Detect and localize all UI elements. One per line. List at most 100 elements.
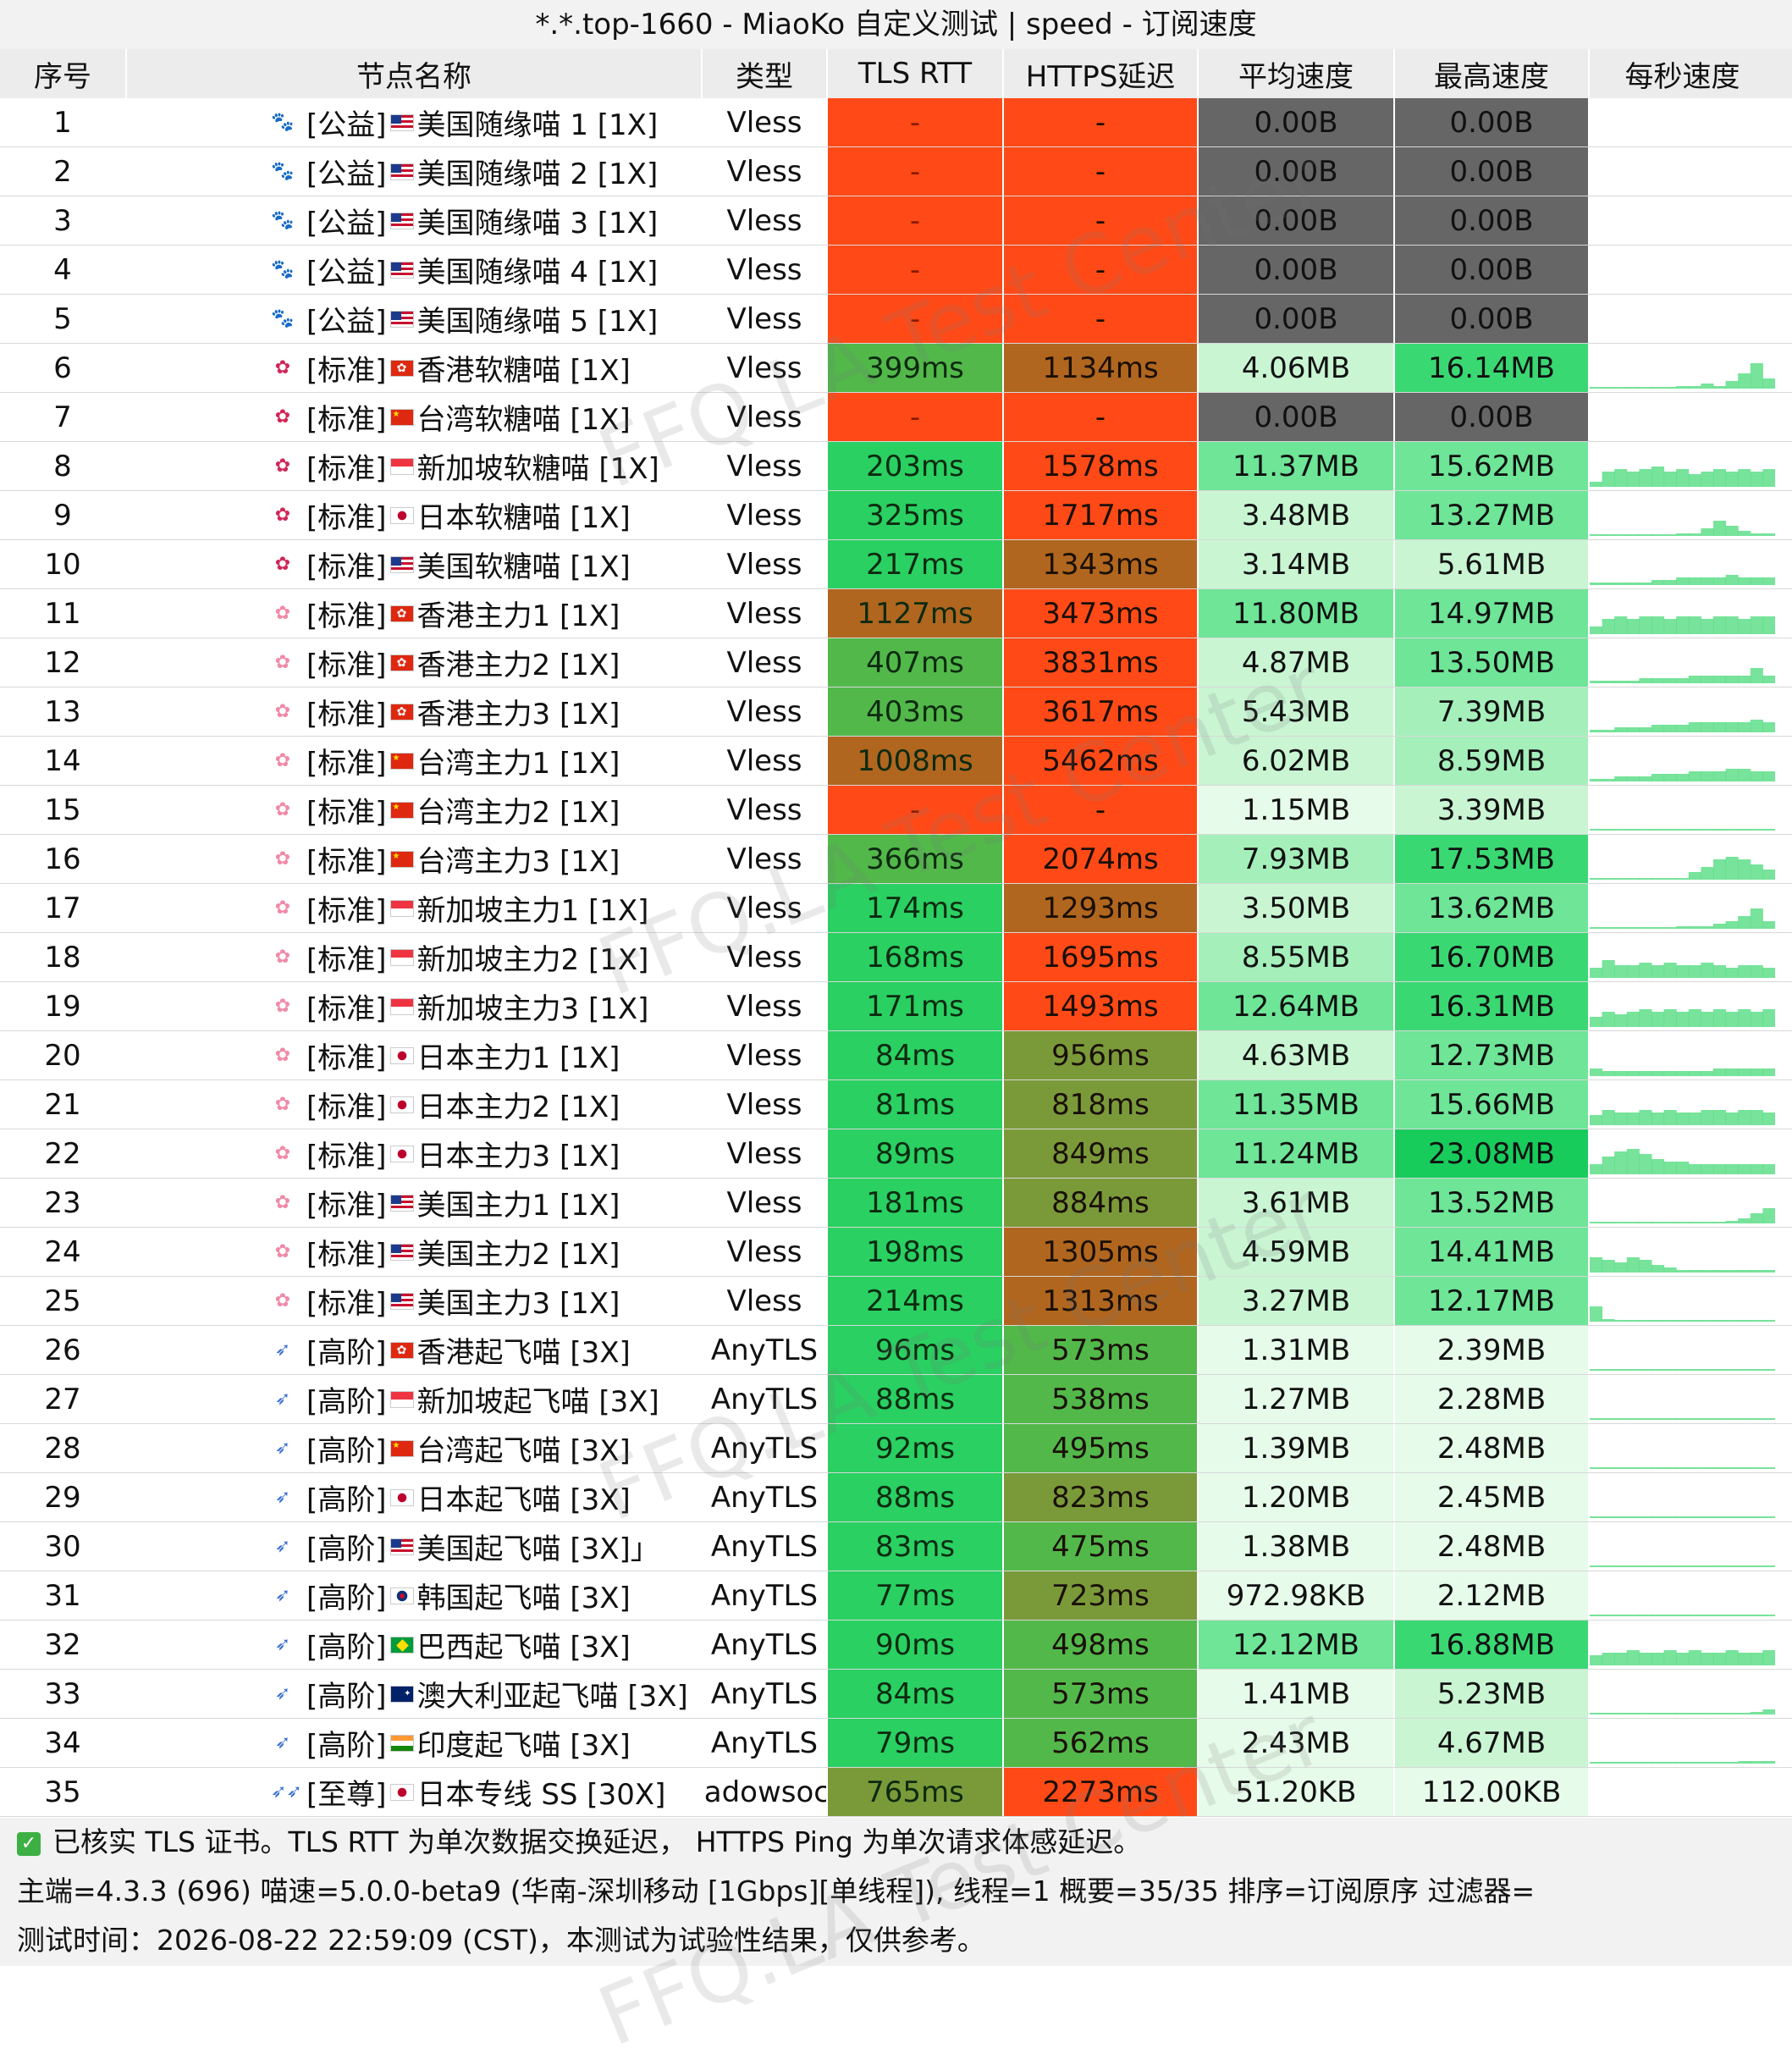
- node-name: ➶ [高阶] 印度起飞喵 [3X]: [127, 1719, 703, 1767]
- spark-bar: [1688, 1113, 1701, 1125]
- tls-rtt: -: [828, 786, 1004, 834]
- table-row[interactable]: 31 ➶ [高阶] 韩国起飞喵 [3X] AnyTLS 77ms 723ms 972.98KB…: [0, 1571, 1792, 1621]
- speed-sparkline: [1590, 540, 1775, 588]
- speed-sparkline: [1590, 393, 1775, 441]
- spark-bar: [1762, 722, 1775, 732]
- spark-bar: [1639, 1418, 1652, 1420]
- table-row[interactable]: 21 ✿ [标准] 日本主力2 [1X] Vless 81ms 818ms 11.35MB 15…: [0, 1080, 1792, 1129]
- table-row[interactable]: 34 ➶ [高阶] 印度起飞喵 [3X] AnyTLS 79ms 562ms 2.43MB 4.…: [0, 1719, 1792, 1768]
- table-row[interactable]: 27 ➶ [高阶] 新加坡起飞喵 [3X] AnyTLS 88ms 538ms 1.27MB 2…: [0, 1375, 1792, 1424]
- spark-bar: [1663, 619, 1677, 634]
- tls-rtt: 214ms: [828, 1277, 1004, 1325]
- spark-bar: [1701, 1071, 1714, 1076]
- spark-bar: [1688, 1713, 1701, 1714]
- table-row[interactable]: 24 ✿ [标准] 美国主力2 [1X] Vless 198ms 1305ms 4.59MB 1…: [0, 1228, 1792, 1277]
- https-delay: -: [1004, 98, 1199, 146]
- header-spark: 每秒速度: [1624, 59, 1740, 94]
- table-row[interactable]: 28 ➶ [高阶] ★ 台湾起飞喵 [3X] AnyTLS 92ms 495ms 1.39MB 2…: [0, 1424, 1792, 1473]
- spark-bar: [1651, 1265, 1665, 1273]
- spark-bar: [1651, 467, 1665, 487]
- row-index: 33: [0, 1670, 127, 1718]
- table-row[interactable]: 15 ✿ [标准] ★ 台湾主力2 [1X] Vless - -1.15MB 3.39MB: [0, 786, 1792, 835]
- table-row[interactable]: 9 ✿ [标准] 日本软糖喵 [1X] Vless 325ms 1717ms 3.48MB 13…: [0, 491, 1792, 540]
- https-delay: 1313ms: [1004, 1277, 1199, 1325]
- node-label: 美国随缘喵 2 [1X]: [416, 157, 659, 191]
- spark-bar: [1614, 1516, 1628, 1518]
- table-row[interactable]: 32 ➶ [高阶] 巴西起飞喵 [3X] AnyTLS 90ms 498ms 12.12MB 1…: [0, 1621, 1792, 1670]
- flag-sg-icon: [389, 457, 414, 475]
- spark-bar: [1614, 927, 1628, 929]
- node-tier: [标准]: [306, 452, 387, 486]
- spark-bar: [1651, 616, 1665, 634]
- tls-rtt: 77ms: [828, 1571, 1004, 1620]
- https-delay: 1343ms: [1004, 540, 1199, 588]
- row-index: 34: [0, 1719, 127, 1767]
- spark-bar: [1663, 1162, 1677, 1174]
- spark-bar: [1701, 1615, 1714, 1616]
- table-row[interactable]: 20 ✿ [标准] 日本主力1 [1X] Vless 84ms 956ms 4.63MB 12.…: [0, 1031, 1792, 1080]
- table-row[interactable]: 10 ✿ [标准] 美国软糖喵 [1X] Vless 217ms 1343ms 3.14MB 5…: [0, 540, 1792, 589]
- spark-bar: [1602, 1319, 1615, 1322]
- table-row[interactable]: 11 ✿ [标准] ✿ 香港主力1 [1X] Vless 1127ms 3473ms 11.80…: [0, 589, 1792, 638]
- spark-bar: [1590, 482, 1603, 487]
- table-row[interactable]: 16 ✿ [标准] ★ 台湾主力3 [1X] Vless 366ms 2074ms 7.93MB…: [0, 835, 1792, 884]
- spark-bar: [1688, 577, 1701, 585]
- spark-bar: [1651, 1113, 1665, 1125]
- flag-cn-icon: ★: [389, 408, 414, 426]
- node-type: AnyTLS: [703, 1473, 828, 1521]
- tls-rtt: 89ms: [828, 1129, 1004, 1178]
- spark-bar: [1663, 829, 1677, 831]
- tls-rtt: -: [828, 98, 1004, 146]
- table-row[interactable]: 18 ✿ [标准] 新加坡主力2 [1X] Vless 168ms 1695ms 8.55MB…: [0, 933, 1792, 982]
- table-row[interactable]: 5 🐾 [公益] 美国随缘喵 5 [1X] Vless - -0.00B 0.00B: [0, 295, 1792, 344]
- table-row[interactable]: 6 ✿ [标准] ✿ 香港软糖喵 [1X] Vless 399ms 1134ms 4.06MB 1…: [0, 344, 1792, 393]
- table-row[interactable]: 33 ➶ [高阶] ✦ 澳大利亚起飞喵 [3X] AnyTLS 84ms 573ms 1.41M…: [0, 1670, 1792, 1719]
- row-index: 11: [0, 589, 127, 638]
- spark-bar: [1651, 1418, 1665, 1420]
- table-row[interactable]: 22 ✿ [标准] 日本主力3 [1X] Vless 89ms 849ms 11.24MB 23…: [0, 1129, 1792, 1179]
- avg-speed: 11.35MB: [1199, 1080, 1395, 1129]
- https-delay: 538ms: [1004, 1375, 1199, 1423]
- table-row[interactable]: 2 🐾 [公益] 美国随缘喵 2 [1X] Vless - -0.00B 0.00B: [0, 147, 1792, 196]
- table-row[interactable]: 7 ✿ [标准] ★ 台湾软糖喵 [1X] Vless - -0.00B 0.00B: [0, 393, 1792, 442]
- spark-bar: [1614, 1262, 1628, 1273]
- table-row[interactable]: 19 ✿ [标准] 新加坡主力3 [1X] Vless 171ms 1493ms 12.64M…: [0, 982, 1792, 1031]
- node-tier: [高阶]: [306, 1483, 387, 1517]
- spark-bar: [1750, 1320, 1763, 1322]
- table-row[interactable]: 13 ✿ [标准] ✿ 香港主力3 [1X] Vless 403ms 3617ms 5.43MB…: [0, 687, 1792, 737]
- tls-rtt: 403ms: [828, 687, 1004, 736]
- table-row[interactable]: 29 ➶ [高阶] 日本起飞喵 [3X] AnyTLS 88ms 823ms 1.20MB 2.…: [0, 1473, 1792, 1522]
- table-row[interactable]: 35 ➶➶[至尊] 日本专线 SS [30X] Shadowsocks765ms227…: [0, 1768, 1792, 1817]
- spark-bar: [1713, 1369, 1727, 1371]
- speed-sparkline: [1590, 687, 1775, 736]
- table-row[interactable]: 3 🐾 [公益] 美国随缘喵 3 [1X] Vless - -0.00B 0.00B: [0, 196, 1792, 246]
- spark-bar: [1602, 472, 1615, 487]
- spark-bar: [1639, 1713, 1652, 1714]
- spark-bar: [1590, 1418, 1603, 1420]
- avg-speed: 0.00B: [1199, 393, 1395, 441]
- flag-us-icon: [389, 310, 414, 328]
- spark-bar: [1738, 373, 1751, 389]
- table-row[interactable]: 14 ✿ [标准] ★ 台湾主力1 [1X] Vless 1008ms 5462ms 6.02M…: [0, 737, 1792, 786]
- table-row[interactable]: 4 🐾 [公益] 美国随缘喵 4 [1X] Vless - -0.00B 0.00B: [0, 246, 1792, 295]
- spark-bar: [1725, 616, 1739, 634]
- row-index: 9: [0, 491, 127, 539]
- table-row[interactable]: 12 ✿ [标准] ✿ 香港主力2 [1X] Vless 407ms 3831ms 4.87MB…: [0, 638, 1792, 687]
- table-row[interactable]: 17 ✿ [标准] 新加坡主力1 [1X] Vless 174ms 1293ms 3.50MB…: [0, 884, 1792, 933]
- header-max: 最高速度: [1395, 49, 1590, 98]
- table-row[interactable]: 25 ✿ [标准] 美国主力3 [1X] Vless 214ms 1313ms 3.27MB 1…: [0, 1277, 1792, 1326]
- table-row[interactable]: 26 ➶ [高阶] ✿ 香港起飞喵 [3X] AnyTLS 96ms 573ms 1.31MB 2…: [0, 1326, 1792, 1375]
- node-tier: [标准]: [306, 796, 387, 830]
- table-row[interactable]: 8 ✿ [标准] 新加坡软糖喵 [1X] Vless 203ms 1578ms 11.37MB…: [0, 442, 1792, 491]
- spark-bar: [1676, 1320, 1690, 1322]
- https-delay: 956ms: [1004, 1031, 1199, 1079]
- tls-rtt: 168ms: [828, 933, 1004, 981]
- tls-rtt: 171ms: [828, 982, 1004, 1030]
- max-speed: 16.14MB: [1395, 344, 1590, 392]
- table-row[interactable]: 30 ➶ [高阶] 美国起飞喵 [3X]」 AnyTLS 83ms 475ms 1.38MB 2…: [0, 1522, 1792, 1571]
- spark-bar: [1651, 878, 1665, 880]
- table-row[interactable]: 1 🐾 [公益] 美国随缘喵 1 [1X] Vless - -0.00B 0.00B: [0, 98, 1792, 147]
- table-row[interactable]: 23 ✿ [标准] 美国主力1 [1X] Vless 181ms 884ms 3.61MB 13…: [0, 1179, 1792, 1228]
- spark-bar: [1750, 616, 1763, 634]
- flower-icon: ✿: [274, 1045, 291, 1066]
